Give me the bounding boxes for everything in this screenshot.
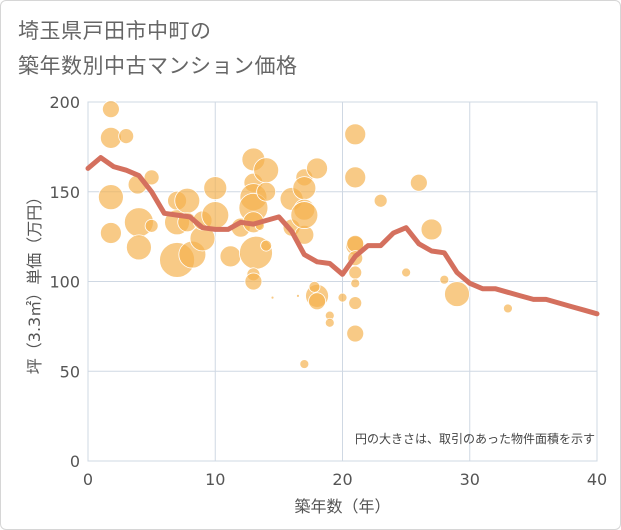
bubble-point xyxy=(100,222,122,244)
bubble-point xyxy=(100,126,122,149)
x-tick-label: 40 xyxy=(587,470,607,489)
bubble-point xyxy=(125,234,152,261)
bubble-point xyxy=(503,303,513,314)
bubble-point xyxy=(201,201,230,229)
bubble-point xyxy=(348,265,363,280)
bubble-point xyxy=(219,245,242,268)
bubble-point xyxy=(118,128,135,145)
bubble-point xyxy=(203,176,228,201)
bubble-point xyxy=(290,201,319,229)
bubble-point xyxy=(260,239,273,252)
bubble-point xyxy=(401,267,412,278)
bubble-point xyxy=(253,157,280,184)
tick-labels: 0 10 20 30 40 0 50 100 150 200 xyxy=(49,93,607,489)
bubble-point xyxy=(299,359,310,369)
trend-line xyxy=(85,155,600,317)
bubble-point xyxy=(296,293,300,298)
bubble-point xyxy=(439,274,450,285)
bubble-point xyxy=(308,280,321,293)
plot-border xyxy=(87,101,598,462)
bubble-point xyxy=(256,181,277,202)
bubble-point xyxy=(350,278,361,289)
bubble-point xyxy=(292,176,317,201)
chart-title: 埼玉県戸田市中町の 築年数別中古マンション価格 xyxy=(18,14,298,84)
bubble-point xyxy=(348,296,363,310)
x-axis-label: 築年数（年） xyxy=(294,497,390,516)
bubble-point xyxy=(420,218,443,241)
bubble-point xyxy=(174,187,201,214)
y-tick-label: 0 xyxy=(70,452,80,471)
bubble-point xyxy=(270,295,275,300)
y-axis-label: 坪（3.3㎡）単価（万円） xyxy=(25,189,44,374)
bubble-point xyxy=(344,166,367,189)
y-tick-label: 50 xyxy=(60,362,80,381)
bubble-point xyxy=(346,324,365,343)
x-tick-label: 10 xyxy=(205,470,225,489)
x-tick-label: 20 xyxy=(332,470,352,489)
bubble-point xyxy=(244,272,263,291)
chart-title-line-2: 築年数別中古マンション価格 xyxy=(18,54,298,78)
x-tick-label: 30 xyxy=(460,470,480,489)
y-tick-label: 200 xyxy=(49,93,80,112)
bubble-point xyxy=(144,218,159,233)
y-tick-label: 150 xyxy=(49,183,80,202)
bubble-point xyxy=(409,173,428,192)
bubble-point xyxy=(324,317,335,328)
bubble-point xyxy=(143,169,160,186)
bubble-point xyxy=(373,193,388,208)
bubble-point xyxy=(444,281,470,307)
chart-title-line-1: 埼玉県戸田市中町の xyxy=(18,19,212,43)
bubble-point xyxy=(337,292,348,303)
x-tick-label: 0 xyxy=(83,470,93,489)
bubble-point xyxy=(98,184,124,211)
y-tick-label: 100 xyxy=(49,273,80,292)
bubble-point xyxy=(102,100,120,119)
bubble-size-note: 円の大きさは、取引のあった物件面積を示す xyxy=(355,431,595,446)
grid-lines xyxy=(87,101,598,462)
bubble-point xyxy=(308,292,326,311)
bubble-point xyxy=(306,157,328,180)
bubble-series xyxy=(98,100,513,369)
bubble-point xyxy=(344,123,367,146)
